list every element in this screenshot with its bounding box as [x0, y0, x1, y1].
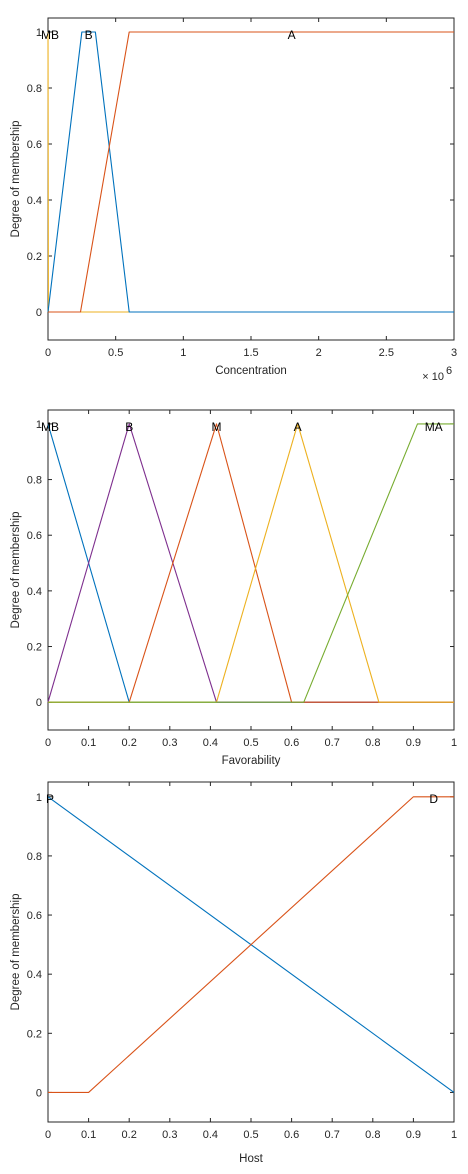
series-label-ma: MA: [425, 420, 443, 434]
x-tick-label: 0.5: [243, 1129, 258, 1141]
x-tick-label: 1.5: [243, 347, 258, 359]
x-tick-label: 0.4: [203, 1129, 218, 1141]
series-label-a: A: [288, 28, 296, 42]
x-axis-label: Favorability: [222, 755, 281, 767]
series-line-b: [47, 423, 454, 703]
x-tick-label: 0.9: [406, 1129, 421, 1141]
x-tick-label: 0.5: [243, 737, 258, 749]
x-tick-label: 0: [45, 347, 51, 359]
y-tick-label: 1: [36, 27, 42, 39]
x-tick-label: 0.6: [284, 1129, 299, 1141]
series-line-b: [47, 31, 454, 313]
x-axis-exponent: × 10: [422, 371, 444, 383]
chart-panel-3: 0 0.1 0.2 0.3 0.4 0.5 0.6 0.7 0.8 0.9 1 0 0.2 0.4 0.6 0…: [10, 781, 457, 1165]
series-label-a: A: [294, 420, 302, 434]
series-label-p: P: [46, 792, 54, 806]
x-axis-label: Concentration: [215, 365, 287, 377]
y-tick-label: 0.6: [27, 910, 42, 922]
y-tick-label: 0.2: [27, 1028, 42, 1040]
series-line-d: [48, 796, 454, 1093]
x-tick-label: 0.4: [203, 737, 218, 749]
series-line-mb: [47, 31, 454, 313]
y-tick-label: 0.4: [27, 195, 42, 207]
y-axis-label: Degree of membership: [10, 894, 22, 1011]
y-tick-label: 0: [36, 307, 42, 319]
x-tick-label: 0.3: [162, 737, 177, 749]
x-tick-label: 3: [451, 347, 457, 359]
x-tick-label: 0.1: [81, 1129, 96, 1141]
series-line-a: [48, 423, 454, 703]
y-tick-label: 0.2: [27, 251, 42, 263]
x-tick-label: 0.8: [365, 737, 380, 749]
x-tick-label: 0.6: [284, 737, 299, 749]
y-tick-label: 0.2: [27, 642, 42, 654]
x-tick-label: 2: [316, 347, 322, 359]
chart-panel-1: 0 0.5 1 1.5 2 2.5 3 0 0.2 0.4 0.6 0.8 1 Concentration…: [10, 17, 457, 383]
x-tick-label: 0: [45, 1129, 51, 1141]
x-tick-label: 0.2: [122, 737, 137, 749]
x-tick-label: 0.2: [122, 1129, 137, 1141]
axes-box: [47, 17, 455, 341]
chart-panel-2: 0 0.1 0.2 0.3 0.4 0.5 0.6 0.7 0.8 0.9 1 0 0.2 0.4 0.6 0…: [10, 409, 457, 767]
x-tick-label: 0: [45, 737, 51, 749]
y-tick-label: 0.8: [27, 851, 42, 863]
series-label-mb: MB: [41, 28, 59, 42]
y-tick-label: 0: [36, 1087, 42, 1099]
x-tick-label: 0.3: [162, 1129, 177, 1141]
y-tick-label: 0.6: [27, 139, 42, 151]
x-tick-label: 0.7: [325, 1129, 340, 1141]
series-line-m: [48, 423, 454, 703]
x-tick-label: 0.5: [108, 347, 123, 359]
x-tick-label: 0.1: [81, 737, 96, 749]
y-tick-label: 1: [36, 419, 42, 431]
y-axis-label: Degree of membership: [10, 512, 22, 629]
x-tick-label: 0.7: [325, 737, 340, 749]
x-tick-label: 2.5: [379, 347, 394, 359]
y-tick-label: 0: [36, 697, 42, 709]
y-tick-label: 0.4: [27, 586, 42, 598]
y-tick-label: 0.4: [27, 969, 42, 981]
y-tick-label: 1: [36, 792, 42, 804]
series-label-mb: MB: [41, 420, 59, 434]
x-tick-label: 0.9: [406, 737, 421, 749]
x-tick-label: 1: [451, 737, 457, 749]
series-label-b: B: [125, 420, 133, 434]
series-label-d: D: [429, 792, 438, 806]
series-line-ma: [48, 423, 454, 703]
y-tick-label: 0.6: [27, 530, 42, 542]
series-label-m: M: [211, 420, 221, 434]
x-axis-label: Host: [239, 1153, 263, 1165]
series-label-b: B: [85, 28, 93, 42]
x-tick-label: 1: [451, 1129, 457, 1141]
x-tick-label: 1: [180, 347, 186, 359]
y-tick-label: 0.8: [27, 475, 42, 487]
x-tick-label: 0.8: [365, 1129, 380, 1141]
series-line-mb: [47, 423, 454, 703]
series-line-a: [48, 31, 454, 313]
y-axis-label: Degree of membership: [10, 121, 22, 238]
x-axis-exponent-power: 6: [446, 365, 452, 377]
axes-box: [47, 781, 455, 1123]
axes-box: [47, 409, 455, 731]
y-tick-label: 0.8: [27, 83, 42, 95]
